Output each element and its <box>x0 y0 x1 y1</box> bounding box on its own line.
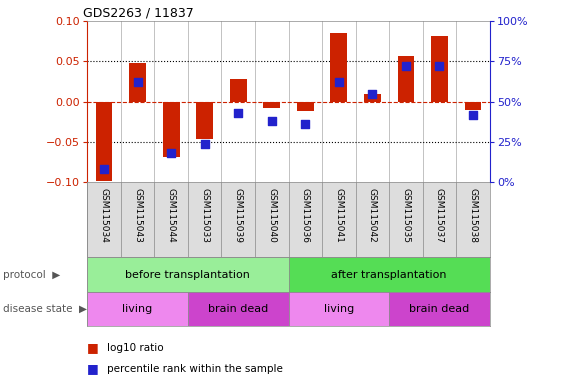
Text: living: living <box>324 304 354 314</box>
Bar <box>464 102 481 110</box>
Point <box>468 112 477 118</box>
Bar <box>87 257 289 292</box>
Text: after transplantation: after transplantation <box>332 270 447 280</box>
Text: protocol  ▶: protocol ▶ <box>3 270 60 280</box>
Bar <box>289 292 389 326</box>
Point <box>267 118 276 124</box>
Point <box>167 150 176 156</box>
Text: GSM115039: GSM115039 <box>234 189 243 243</box>
Point <box>200 141 209 147</box>
Point <box>234 110 243 116</box>
Bar <box>330 33 347 102</box>
Text: GSM115035: GSM115035 <box>401 189 410 243</box>
Bar <box>297 102 314 111</box>
Bar <box>397 56 414 102</box>
Text: GSM115044: GSM115044 <box>167 189 176 243</box>
Text: GSM115043: GSM115043 <box>133 189 142 243</box>
Text: disease state  ▶: disease state ▶ <box>3 304 87 314</box>
Text: GSM115036: GSM115036 <box>301 189 310 243</box>
Text: ■: ■ <box>87 362 99 375</box>
Text: GSM115041: GSM115041 <box>334 189 343 243</box>
Bar <box>188 292 289 326</box>
Bar <box>263 102 280 108</box>
Text: ■: ■ <box>87 341 99 354</box>
Text: GSM115038: GSM115038 <box>468 189 477 243</box>
Text: percentile rank within the sample: percentile rank within the sample <box>107 364 283 374</box>
Point <box>334 79 343 86</box>
Text: GSM115040: GSM115040 <box>267 189 276 243</box>
Text: GSM115042: GSM115042 <box>368 189 377 243</box>
Text: GSM115037: GSM115037 <box>435 189 444 243</box>
Text: log10 ratio: log10 ratio <box>107 343 164 353</box>
Bar <box>389 292 490 326</box>
Bar <box>364 94 381 102</box>
Point <box>100 166 109 172</box>
Bar <box>431 36 448 102</box>
Bar <box>289 257 490 292</box>
Bar <box>196 102 213 139</box>
Text: brain dead: brain dead <box>409 304 470 314</box>
Text: GSM115034: GSM115034 <box>100 189 109 243</box>
Text: before transplantation: before transplantation <box>126 270 251 280</box>
Bar <box>87 292 188 326</box>
Bar <box>163 102 180 157</box>
Text: living: living <box>123 304 153 314</box>
Text: GSM115033: GSM115033 <box>200 189 209 243</box>
Bar <box>230 79 247 102</box>
Text: brain dead: brain dead <box>208 304 269 314</box>
Point <box>401 63 410 70</box>
Bar <box>96 102 113 181</box>
Point <box>301 121 310 127</box>
Bar <box>129 63 146 102</box>
Point <box>435 63 444 70</box>
Point <box>133 79 142 86</box>
Point <box>368 91 377 97</box>
Text: GDS2263 / 11837: GDS2263 / 11837 <box>83 7 194 20</box>
